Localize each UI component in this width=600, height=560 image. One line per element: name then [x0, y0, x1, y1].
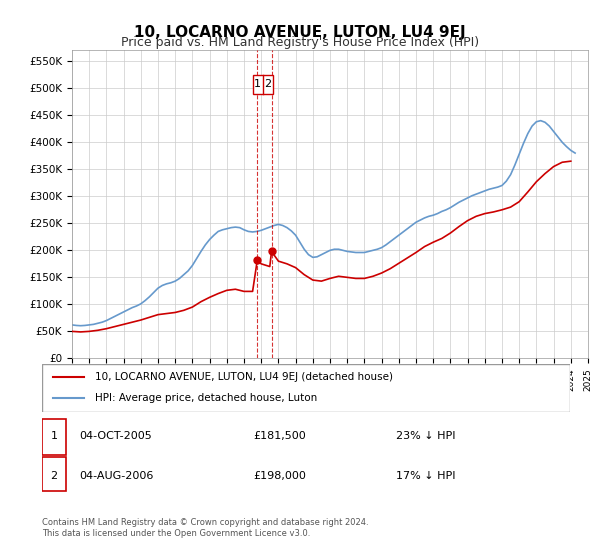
Text: £198,000: £198,000: [253, 471, 306, 481]
Text: 2: 2: [265, 79, 272, 89]
FancyBboxPatch shape: [253, 74, 273, 94]
Text: 10, LOCARNO AVENUE, LUTON, LU4 9EJ (detached house): 10, LOCARNO AVENUE, LUTON, LU4 9EJ (deta…: [95, 372, 393, 382]
Text: 2: 2: [50, 471, 58, 481]
FancyBboxPatch shape: [42, 364, 570, 412]
Text: 10, LOCARNO AVENUE, LUTON, LU4 9EJ: 10, LOCARNO AVENUE, LUTON, LU4 9EJ: [134, 25, 466, 40]
Text: 1: 1: [254, 79, 261, 89]
Text: £181,500: £181,500: [253, 431, 306, 441]
Text: Price paid vs. HM Land Registry's House Price Index (HPI): Price paid vs. HM Land Registry's House …: [121, 36, 479, 49]
Text: 04-AUG-2006: 04-AUG-2006: [79, 471, 154, 481]
Text: 04-OCT-2005: 04-OCT-2005: [79, 431, 152, 441]
Text: Contains HM Land Registry data © Crown copyright and database right 2024.
This d: Contains HM Land Registry data © Crown c…: [42, 518, 368, 538]
Text: HPI: Average price, detached house, Luton: HPI: Average price, detached house, Luto…: [95, 393, 317, 403]
Text: 1: 1: [50, 431, 58, 441]
FancyBboxPatch shape: [42, 456, 66, 491]
FancyBboxPatch shape: [42, 419, 66, 455]
Text: 17% ↓ HPI: 17% ↓ HPI: [396, 471, 455, 481]
Text: 23% ↓ HPI: 23% ↓ HPI: [396, 431, 455, 441]
